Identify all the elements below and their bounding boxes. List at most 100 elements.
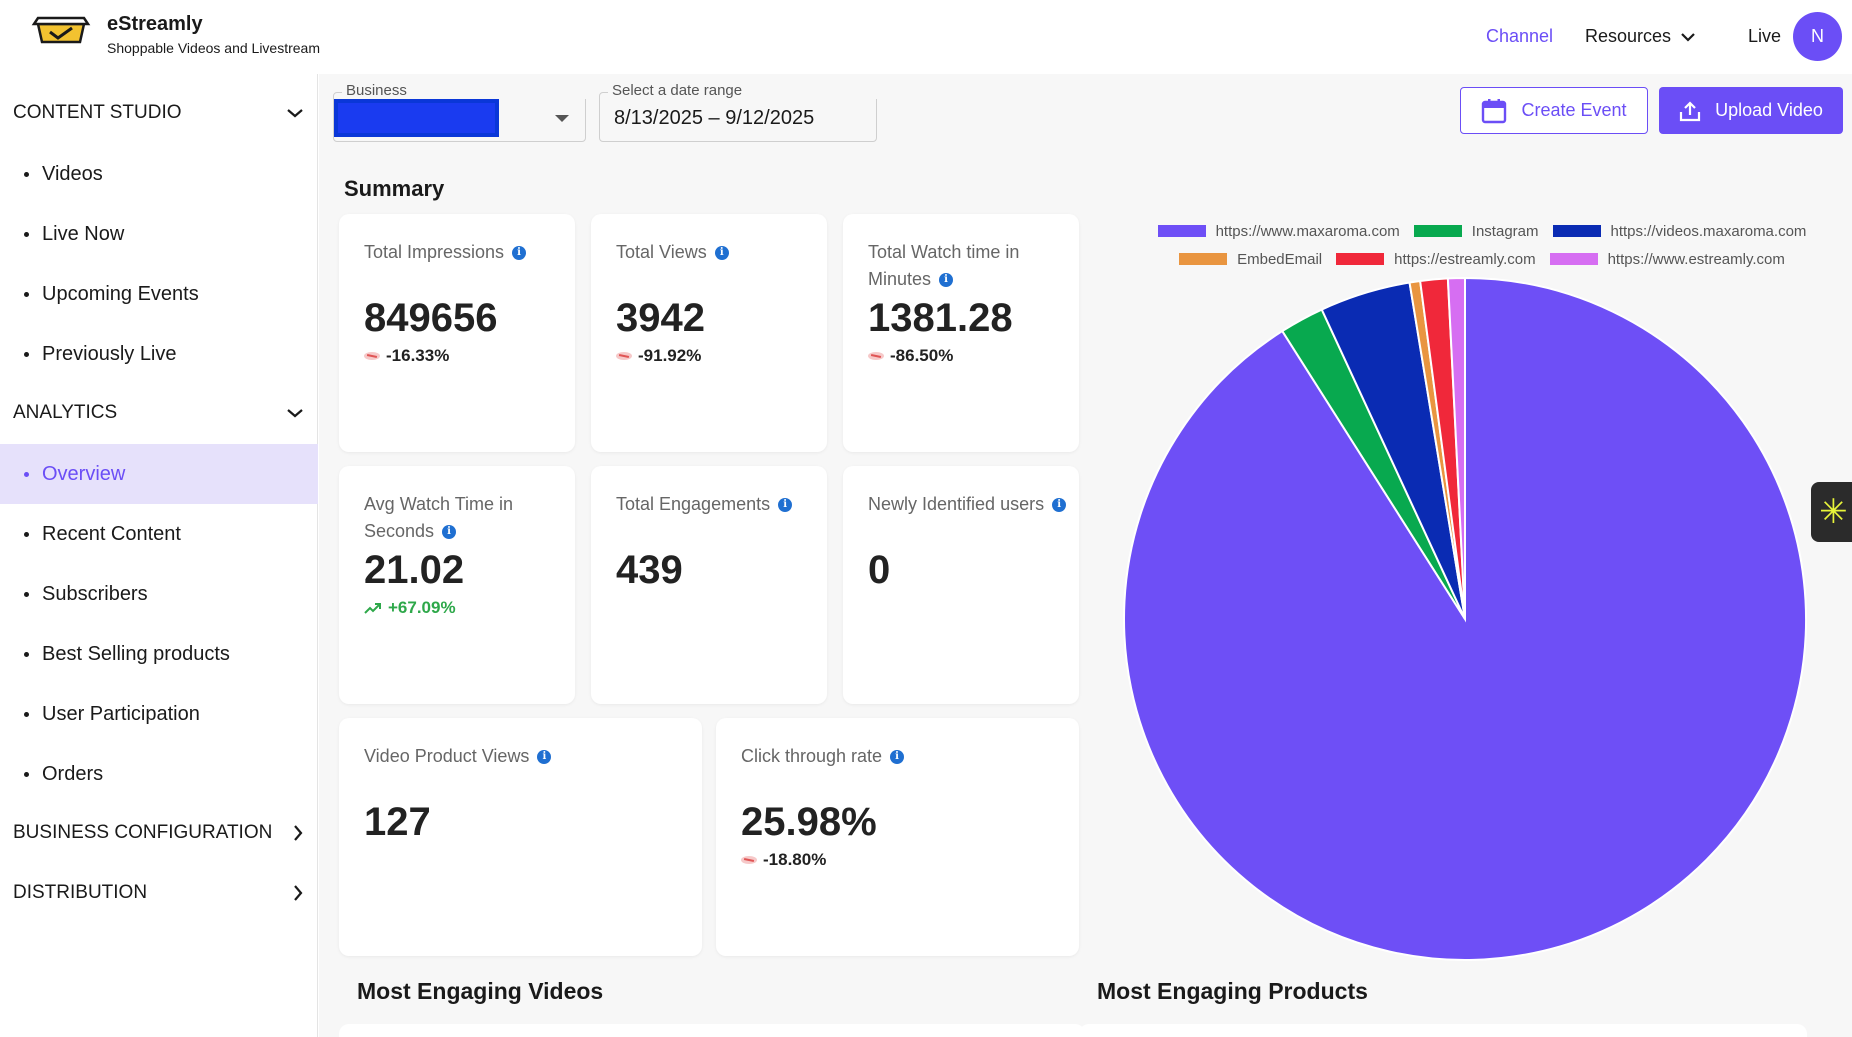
sidebar-item-user-participation[interactable]: User Participation xyxy=(0,684,318,744)
legend-label: EmbedEmail xyxy=(1237,250,1323,268)
chevron-down-icon xyxy=(287,109,303,118)
sidebar-item-label: Subscribers xyxy=(42,582,148,605)
nav-resources-label: Resources xyxy=(1585,26,1672,46)
dropdown-arrow-icon xyxy=(555,115,569,122)
date-range-label: Select a date range xyxy=(608,82,1288,99)
chevron-right-icon xyxy=(294,885,303,901)
sidebar-item-label: Live Now xyxy=(42,222,125,245)
nav-channel-link[interactable]: Channel xyxy=(1486,26,1554,46)
legend-swatch xyxy=(1413,225,1462,237)
info-icon[interactable]: i xyxy=(442,524,457,539)
info-icon[interactable]: i xyxy=(939,272,954,287)
create-event-label: Create Event xyxy=(1521,100,1627,120)
create-event-button[interactable]: Create Event xyxy=(1460,87,1648,134)
trend-up-icon xyxy=(364,603,381,614)
floating-widget-icon[interactable]: ✳ xyxy=(1811,482,1852,542)
stat-value: 439 xyxy=(616,548,683,592)
stat-card-total-watch-time: Total Watch time in Minutes i 1381.28 -86… xyxy=(843,214,1079,452)
nav-live-label[interactable]: Live xyxy=(1748,26,1782,46)
chevron-right-icon xyxy=(294,825,303,841)
legend-label: https://estreamly.com xyxy=(1394,250,1536,268)
sidebar-item-videos[interactable]: Videos xyxy=(0,144,318,204)
most-engaging-products-panel xyxy=(1079,1024,1807,1037)
bullet-icon xyxy=(24,651,29,657)
legend-item[interactable]: https://www.maxaroma.com xyxy=(1157,223,1400,240)
date-range-value: 8/13/2025 – 9/12/2025 xyxy=(614,107,815,129)
trend-down-icon xyxy=(364,352,380,360)
sidebar-item-orders[interactable]: Orders xyxy=(0,744,318,804)
info-icon[interactable]: i xyxy=(512,245,527,260)
legend-swatch xyxy=(1549,253,1598,265)
trend-down-icon xyxy=(868,352,884,360)
user-avatar[interactable]: N xyxy=(1793,12,1842,61)
legend-item[interactable]: https://videos.maxaroma.com xyxy=(1552,223,1806,240)
info-icon[interactable]: i xyxy=(778,497,793,512)
legend-swatch xyxy=(1336,253,1385,265)
info-icon[interactable]: i xyxy=(1052,497,1067,512)
stat-label: Avg Watch Time in Seconds xyxy=(364,494,514,541)
legend-label: https://www.estreamly.com xyxy=(1607,250,1785,268)
sidebar-item-recent-content[interactable]: Recent Content xyxy=(0,504,318,564)
info-icon[interactable]: i xyxy=(714,245,729,260)
upload-video-label: Upload Video xyxy=(1715,100,1823,120)
top-header: eStreamly Shoppable Videos and Livestrea… xyxy=(0,0,1852,74)
trend-down-icon xyxy=(616,352,632,360)
sidebar-item-upcoming-events[interactable]: Upcoming Events xyxy=(0,264,318,324)
sidebar-item-overview[interactable]: Overview xyxy=(0,444,318,504)
legend-swatch xyxy=(1552,225,1601,237)
business-select-value-redacted xyxy=(334,99,499,137)
stat-value: 849656 xyxy=(364,296,498,340)
sidebar-item-subscribers[interactable]: Subscribers xyxy=(0,564,318,624)
sidebar-section-distribution[interactable]: DISTRIBUTION xyxy=(13,882,303,904)
sidebar-section-analytics[interactable]: ANALYTICS xyxy=(13,402,303,424)
legend-item[interactable]: https://www.estreamly.com xyxy=(1549,250,1785,268)
legend-swatch xyxy=(1157,225,1206,237)
chart-legend: https://www.maxaroma.com Instagram https:/… xyxy=(1142,217,1822,273)
stat-value: 3942 xyxy=(616,296,705,340)
legend-item[interactable]: EmbedEmail xyxy=(1179,251,1322,268)
stat-change: -18.80% xyxy=(763,850,827,869)
sidebar: CONTENT STUDIO Videos Live Now Upcoming … xyxy=(0,74,318,1037)
traffic-source-pie-chart xyxy=(1123,276,1807,961)
stat-card-newly-identified-users: Newly Identified users i 0 xyxy=(843,466,1079,704)
pie-slice[interactable] xyxy=(1446,276,1466,620)
sidebar-section-content-studio[interactable]: CONTENT STUDIO xyxy=(13,102,303,124)
stat-label: Video Product Views xyxy=(364,746,530,766)
section-title: ANALYTICS xyxy=(13,402,118,423)
stat-label: Total Engagements xyxy=(616,494,771,514)
legend-item[interactable]: https://estreamly.com xyxy=(1336,250,1536,268)
nav-resources-menu[interactable]: Resources xyxy=(1585,26,1695,47)
date-range-picker[interactable]: Select a date range 8/13/2025 – 9/12/202… xyxy=(599,82,1288,142)
upload-video-button[interactable]: Upload Video xyxy=(1659,87,1843,134)
stat-value: 127 xyxy=(364,800,431,844)
sidebar-item-live-now[interactable]: Live Now xyxy=(0,204,318,264)
stat-card-video-product-views: Video Product Views i 127 xyxy=(339,718,702,956)
summary-title: Summary xyxy=(344,176,445,201)
bullet-icon xyxy=(24,171,29,177)
stat-value: 1381.28 xyxy=(868,296,1013,340)
section-title: BUSINESS CONFIGURATION xyxy=(13,822,273,843)
info-icon[interactable]: i xyxy=(537,749,552,764)
legend-row: https://www.maxaroma.com Instagram https:/… xyxy=(1142,217,1822,245)
legend-item[interactable]: Instagram xyxy=(1413,223,1539,240)
business-select[interactable]: Business xyxy=(333,82,1022,142)
sidebar-item-previously-live[interactable]: Previously Live xyxy=(0,324,318,384)
estreamly-logo-icon[interactable] xyxy=(30,12,92,52)
sidebar-section-business-configuration[interactable]: BUSINESS CONFIGURATION xyxy=(13,822,303,844)
stat-change: -86.50% xyxy=(890,346,954,365)
info-icon[interactable]: i xyxy=(890,749,905,764)
brand-tagline: Shoppable Videos and Livestream xyxy=(107,40,321,56)
stat-label: Newly Identified users xyxy=(868,494,1045,514)
stat-card-total-views: Total Views i 3942 -91.92% xyxy=(591,214,827,452)
most-engaging-videos-panel xyxy=(339,1024,1085,1037)
sidebar-item-best-selling-products[interactable]: Best Selling products xyxy=(0,624,318,684)
most-engaging-videos-title: Most Engaging Videos xyxy=(357,978,604,1004)
sidebar-item-label: Videos xyxy=(42,162,103,185)
legend-row: EmbedEmail https://estreamly.com https://w… xyxy=(1142,245,1822,273)
bullet-icon xyxy=(24,231,29,237)
stat-label: Total Watch time in Minutes xyxy=(868,242,1020,289)
chevron-down-icon xyxy=(287,409,303,418)
bullet-icon xyxy=(24,771,29,777)
brand-name: eStreamly xyxy=(107,13,203,35)
bullet-icon xyxy=(24,711,29,717)
